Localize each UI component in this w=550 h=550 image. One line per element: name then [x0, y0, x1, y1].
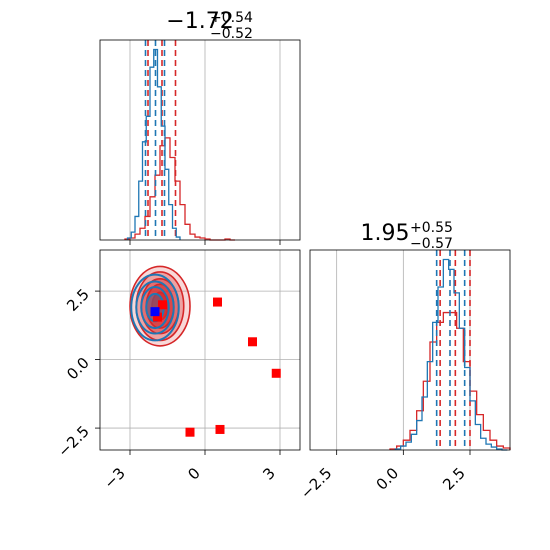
scatter-contour-b	[140, 285, 170, 330]
scatter-x-tick-label: 0	[184, 464, 203, 483]
scatter-marker-a	[271, 368, 281, 378]
scatter-truth-marker	[150, 307, 160, 317]
x-hist-step-b	[126, 48, 181, 240]
scatter-marker-a	[213, 297, 222, 307]
scatter-marker-a	[153, 312, 162, 322]
x-title-plus: +0.54	[210, 10, 253, 26]
y-title-minus: −0.57	[410, 236, 453, 252]
scatter-contour-b	[130, 273, 180, 342]
y-marginal-title: 1.95	[361, 221, 410, 246]
y-hist-step-b	[394, 258, 508, 451]
scatter-frame	[99, 249, 301, 451]
scatter-marker-a	[158, 300, 167, 310]
x-title-minus: −0.52	[210, 26, 253, 42]
scatter-marker-a	[185, 427, 195, 437]
y-hist-frame	[309, 249, 511, 451]
x-hist-frame	[99, 39, 301, 241]
scatter-marker-a	[215, 424, 225, 434]
x-hist-step-a	[124, 137, 235, 241]
y-hist-tick-label: 0.0	[373, 464, 403, 494]
x-title-median: −1.72	[166, 9, 233, 34]
x-marginal-histogram	[99, 39, 301, 245]
y-title-median: 1.95	[361, 221, 410, 246]
scatter-y-tick-label: −2.5	[54, 422, 92, 460]
x-marginal-title: −1.72	[166, 9, 233, 34]
scatter-y-tick-label: 2.5	[63, 285, 93, 315]
scatter-y-tick-label: 0.0	[63, 354, 93, 384]
y-hist-tick-label: −2.5	[297, 464, 335, 502]
scatter-marker-a	[248, 337, 257, 347]
scatter-x-tick-label: 3	[259, 464, 278, 483]
scatter-x-tick-label: −3	[100, 464, 128, 492]
scatter-contour-b	[135, 280, 175, 335]
joint-scatter-panel: −3 0 3 −2.5 0.0 2.5	[54, 249, 301, 492]
y-hist-tick-label: 2.5	[439, 464, 469, 494]
y-marginal-histogram: −2.5 0.0 2.5	[297, 249, 511, 503]
y-title-plus: +0.55	[410, 220, 453, 236]
